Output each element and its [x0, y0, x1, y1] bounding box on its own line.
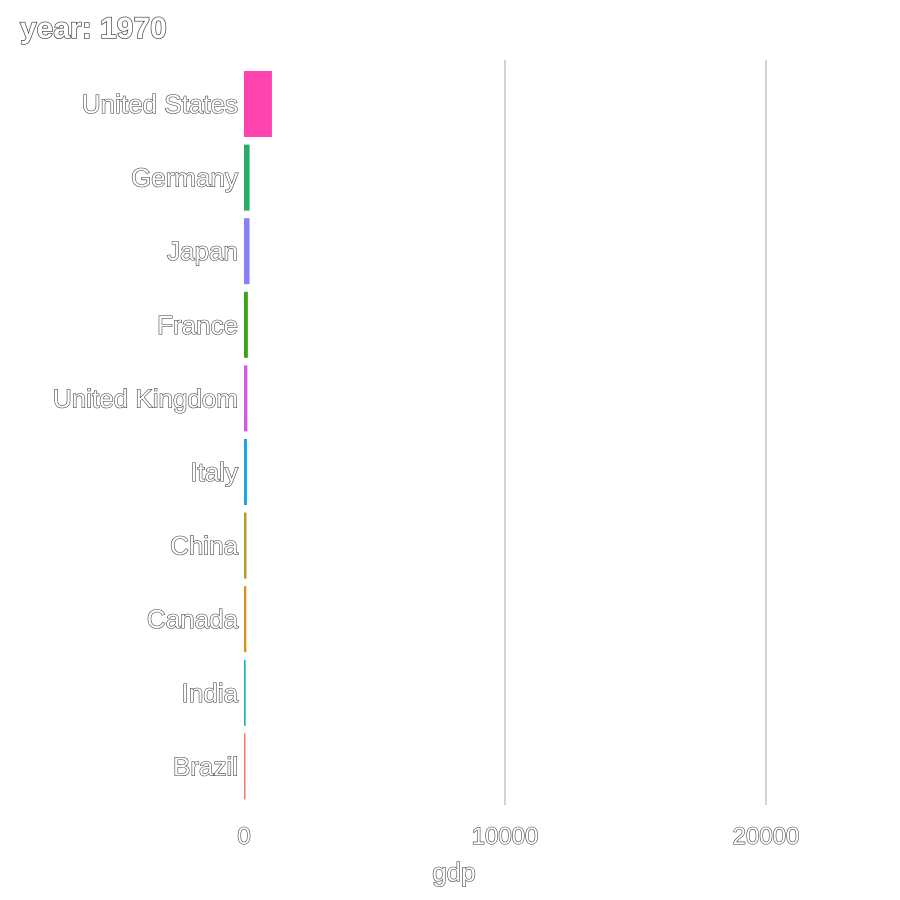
bar — [244, 71, 272, 137]
category-label: United Kingdom — [53, 383, 238, 413]
category-labels: United States Germany Japan France United Ki… — [52, 88, 239, 782]
bar — [244, 439, 247, 505]
category-label: Japan — [167, 236, 238, 266]
bar — [244, 218, 250, 285]
category-label: Canada — [147, 604, 239, 634]
bar — [244, 365, 248, 432]
category-label: Germany — [131, 163, 238, 193]
category-label: China — [170, 531, 238, 561]
x-axis-ticks: 0 10000 20000 — [237, 822, 800, 850]
x-tick-label: 0 — [237, 823, 250, 850]
category-label: United States — [82, 89, 238, 119]
category-label: Italy — [190, 457, 238, 487]
category-label: India — [182, 678, 239, 708]
bar — [244, 144, 250, 211]
category-label: Brazil — [173, 751, 238, 781]
bar — [244, 291, 248, 358]
bars — [244, 71, 272, 800]
gridlines — [504, 60, 767, 805]
x-tick-label: 10000 — [472, 823, 539, 850]
bar — [244, 512, 247, 579]
bar — [244, 733, 246, 800]
bar — [244, 659, 246, 726]
chart-title: year: 1970 — [20, 12, 167, 45]
bar — [244, 586, 247, 653]
category-label: France — [157, 310, 238, 340]
x-tick-label: 20000 — [733, 823, 800, 850]
x-axis-title: gdp — [432, 857, 475, 887]
